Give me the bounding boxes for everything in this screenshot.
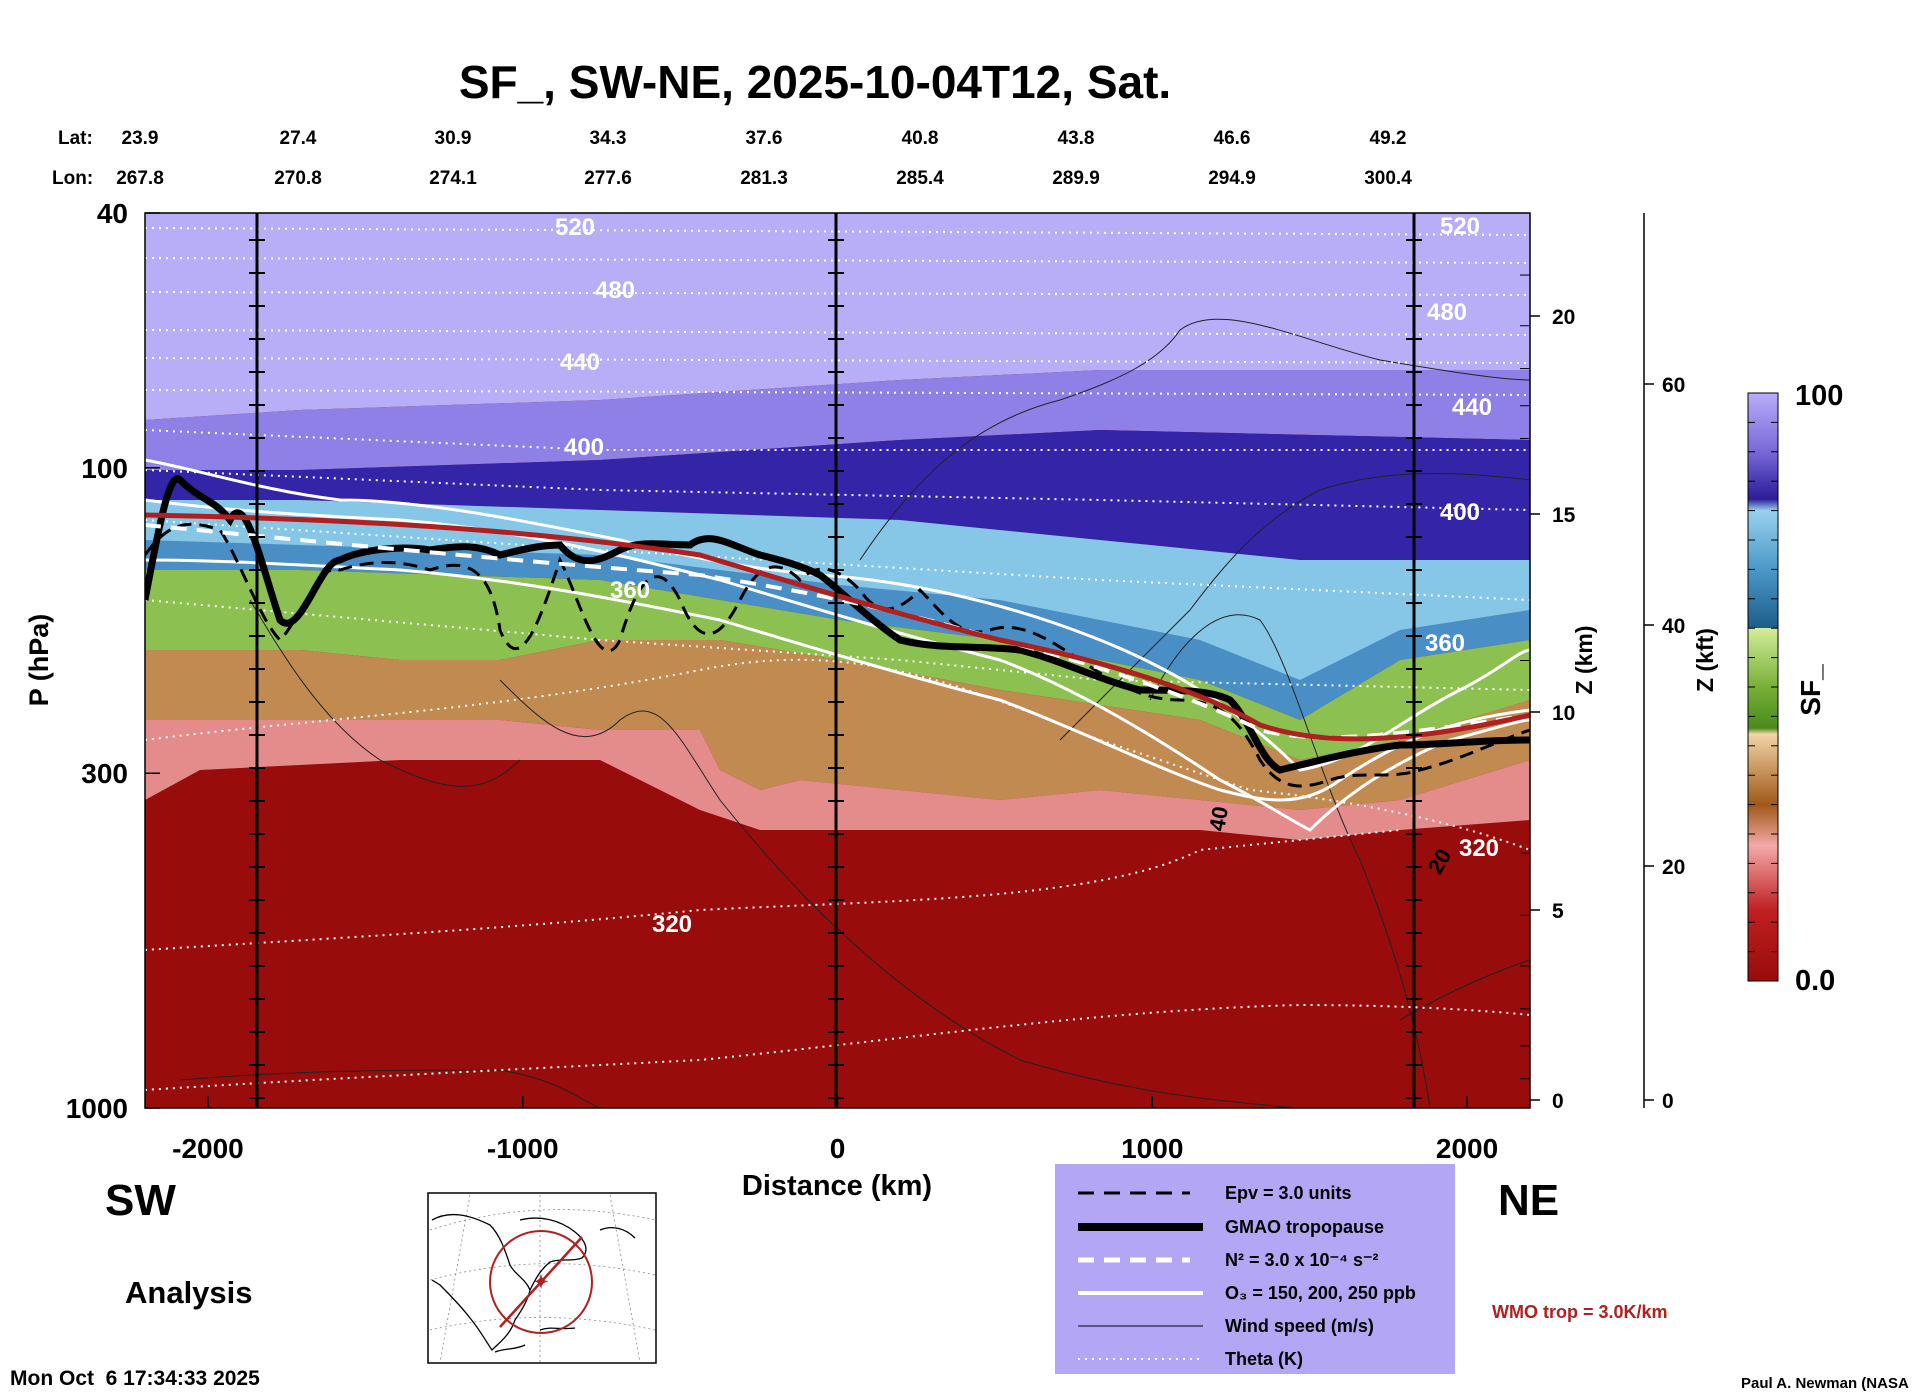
theta-label: 400	[1440, 499, 1480, 526]
credit: Paul A. Newman (NASA	[1741, 1375, 1909, 1392]
lon-value: 277.6	[584, 168, 632, 189]
z-km-tick-label: 10	[1552, 702, 1575, 725]
z-km-tick-label: 0	[1552, 1090, 1564, 1113]
lat-value: 30.9	[435, 128, 472, 149]
theta-label: 520	[555, 214, 595, 241]
legend-item-label: N² = 3.0 x 10⁻⁴ s⁻²	[1225, 1250, 1378, 1270]
x-tick-label: 1000	[1121, 1133, 1183, 1164]
theta-contours	[145, 227, 1530, 1091]
legend-box	[1055, 1164, 1455, 1374]
wind-contour-5	[249, 599, 521, 787]
z-km-tick-label: 20	[1552, 306, 1575, 329]
legend-item-label: O₃ = 150, 200, 250 ppb	[1225, 1283, 1416, 1303]
legend-item-label: Wind speed (m/s)	[1225, 1316, 1374, 1336]
z-kft-tick-label: 60	[1662, 374, 1685, 397]
field-band-midblue	[145, 540, 1530, 720]
z-kft-title: Z (kft)	[1692, 628, 1718, 692]
lat-label: Lat:	[58, 128, 93, 149]
theta-label: 520	[1440, 213, 1480, 240]
theta-label: 480	[1427, 299, 1467, 326]
theta-label: 480	[595, 277, 635, 304]
colorbar-min: 0.0	[1795, 965, 1835, 997]
wind-contour-7	[179, 1069, 601, 1108]
lon-value: 294.9	[1208, 168, 1256, 189]
lon-value: 270.8	[274, 168, 322, 189]
theta-label: 320	[1459, 835, 1499, 862]
wind-contour-4	[499, 679, 1301, 1108]
theta-label: 400	[564, 434, 604, 461]
y-tick-label: 100	[81, 453, 128, 484]
z-km-tick-label: 15	[1552, 504, 1576, 527]
gmao-tropopause	[145, 475, 1530, 774]
ne-label: NE	[1498, 1176, 1559, 1225]
y-axis-title: P (hPa)	[24, 614, 54, 707]
wmo-trop-label: WMO trop = 3.0K/km	[1492, 1302, 1668, 1322]
theta-label: 320	[652, 911, 692, 938]
colorbar-max: 100	[1795, 380, 1843, 412]
lat-value: 43.8	[1058, 128, 1095, 149]
theta-label: 360	[1425, 630, 1465, 657]
x-axis-title: Distance (km)	[742, 1170, 932, 1202]
lon-value: 274.1	[429, 168, 477, 189]
lon-value: 267.8	[116, 168, 164, 189]
lat-value: 37.6	[746, 128, 783, 149]
wind-label: 40	[1204, 804, 1233, 832]
lat-value: 34.3	[590, 128, 627, 149]
theta-label: 440	[1452, 394, 1492, 421]
svg-text:✦: ✦	[533, 1272, 548, 1292]
sw-label: SW	[105, 1176, 176, 1225]
theta-label: 440	[560, 349, 600, 376]
y-tick-label: 300	[81, 758, 128, 789]
z-kft-tick-label: 20	[1662, 856, 1685, 879]
x-tick-label: 0	[830, 1133, 846, 1164]
legend-swatches	[1078, 1191, 1203, 1360]
x-tick-label: -2000	[172, 1133, 244, 1164]
z-km-title: Z (km)	[1571, 626, 1597, 695]
z-km-tick-label: 5	[1552, 900, 1564, 923]
lat-value: 23.9	[122, 128, 159, 149]
legend-item-label: GMAO tropopause	[1225, 1217, 1384, 1237]
theta-label: 360	[610, 577, 650, 604]
legend-item-label: Epv = 3.0 units	[1225, 1183, 1352, 1203]
chart-title: SF_, SW-NE, 2025-10-04T12, Sat.	[459, 56, 1171, 108]
lat-value: 49.2	[1370, 128, 1407, 149]
z-kft-tick-label: 40	[1662, 615, 1685, 638]
inset-map: ✦	[427, 1192, 657, 1364]
lon-value: 285.4	[896, 168, 944, 189]
epv-dashed	[145, 522, 1530, 788]
lat-value: 40.8	[902, 128, 939, 149]
analysis-label: Analysis	[125, 1275, 253, 1310]
lon-value: 289.9	[1052, 168, 1100, 189]
field-band-green	[145, 570, 1530, 760]
x-tick-label: -1000	[487, 1133, 559, 1164]
colorbar-title: SF_	[1795, 664, 1826, 716]
lat-value: 46.6	[1214, 128, 1251, 149]
legend-item-label: Theta (K)	[1225, 1349, 1303, 1369]
y-tick-label: 40	[97, 198, 128, 229]
y-tick-label: 1000	[66, 1093, 128, 1124]
reference-lines	[255, 213, 1416, 1108]
lon-label: Lon:	[52, 168, 93, 189]
wind-contour-2	[859, 318, 1530, 561]
lon-value: 281.3	[740, 168, 788, 189]
wind-contour-6	[1399, 959, 1530, 1021]
timestamp: Mon Oct 6 17:34:33 2025	[10, 1367, 260, 1390]
wmo-tropopause	[145, 512, 1530, 742]
lat-value: 27.4	[280, 128, 317, 149]
field-band-pink	[145, 720, 1530, 840]
x-tick-label: 2000	[1436, 1133, 1498, 1164]
lon-value: 300.4	[1364, 168, 1412, 189]
z-kft-tick-label: 0	[1662, 1090, 1674, 1113]
